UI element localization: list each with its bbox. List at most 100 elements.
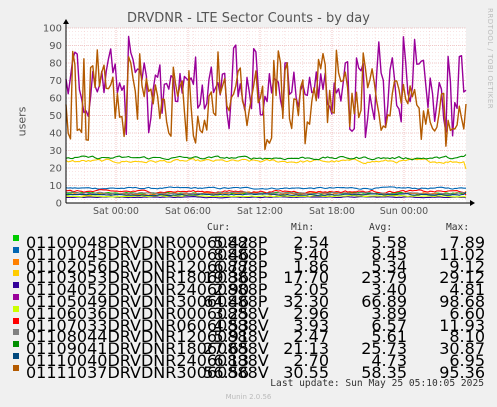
x-tick-label: Sat 18:00 — [309, 206, 355, 215]
x-tick-label: Sat 12:00 — [237, 206, 283, 215]
series-line — [65, 158, 467, 170]
series-line — [65, 189, 467, 196]
series-line — [65, 191, 467, 197]
legend-swatch — [13, 258, 19, 265]
legend-swatch — [13, 353, 19, 359]
legend-max-value: 8.10 — [449, 327, 485, 347]
legend-row: 01100048DRVDNR00060888P 5.42 2.54 5.58 7.89 — [0, 233, 497, 252]
legend-avg-value: 5.34 — [371, 256, 407, 276]
legend-row: 01103053DRVDNR18060888P 19.36 17.70 23.79 29… — [0, 268, 497, 287]
legend-avg-value: 23.79 — [361, 268, 407, 288]
y-tick-label: 90 — [49, 41, 62, 52]
header-avg: Avg: — [369, 222, 393, 233]
legend-avg-value: 5.61 — [371, 327, 407, 347]
legend-row: 01108044DRVDNR12060888V 5.91 2.47 5.61 8.10 — [0, 327, 497, 346]
legend-series-name: 01109041DRVDNR18060888V — [26, 339, 269, 359]
series-line — [65, 49, 467, 151]
legend-avg-value: 4.73 — [371, 351, 407, 370]
legend-min-value: 2.47 — [293, 327, 329, 347]
header-max: Max: — [446, 222, 470, 233]
legend-max-value: 4.81 — [449, 280, 485, 300]
legend-min-value: 17.70 — [283, 268, 329, 288]
x-tick-label: Sun 00:00 — [380, 206, 428, 215]
legend-min-value: 2.05 — [293, 280, 329, 300]
rrdtool-credit: RRDTOOL / TOBI OETIKER — [486, 8, 494, 110]
legend-cur-value: 19.36 — [203, 268, 249, 288]
line-chart: 0 10 20 30 40 50 60 70 80 90 100 Sat 00:00 Sat 06:00… — [43, 19, 475, 215]
legend-row: 01104052DRVDNR24060888P 2.90 2.05 3.40 4.81 — [0, 280, 497, 299]
legend-series-name: 01102056DRVDNR12060888P — [26, 256, 268, 276]
legend-max-value: 30.87 — [439, 339, 485, 359]
x-axis-arrow — [470, 200, 475, 206]
legend-swatch — [13, 305, 19, 312]
legend-swatch — [13, 364, 19, 371]
legend-swatch — [13, 282, 19, 289]
legend-min-value: 21.13 — [283, 339, 329, 359]
legend-max-value: 11.93 — [439, 315, 485, 335]
legend-series-name: 01100048DRVDNR00060888P — [26, 233, 268, 252]
legend-swatch — [13, 235, 19, 241]
legend-swatch — [13, 270, 19, 277]
legend-cur-value: 64.46 — [203, 292, 249, 311]
legend-series-name: 01108044DRVDNR12060888V — [26, 327, 269, 347]
legend-row: 01107033DRVDNR06060888V 4.53 3.93 6.57 11.93 — [0, 316, 497, 335]
legend-row: 01105049DRVDNR30060888P 64.46 32.30 66.89 98… — [0, 292, 497, 311]
legend-min-value: 3.93 — [293, 315, 329, 335]
legend-series-name: 01111037DRVDNR30060888V — [26, 362, 269, 382]
legend-avg-value: 3.89 — [371, 303, 407, 323]
legend-cur-value: 56.56 — [203, 362, 249, 382]
legend-cur-value: 6.13 — [213, 351, 249, 370]
legend-cur-value: 5.42 — [213, 233, 249, 252]
y-tick-label: 50 — [49, 111, 62, 122]
legend-series-name: 01103053DRVDNR18060888P — [26, 268, 268, 288]
legend-series-name: 01110040DRVDNR24060888V — [26, 351, 269, 370]
legend-min-value: 2.96 — [293, 303, 329, 323]
x-tick-label: Sat 06:00 — [165, 206, 211, 215]
legend-min-value: 2.54 — [293, 233, 329, 252]
legend-avg-value: 6.57 — [371, 315, 407, 335]
legend-swatch — [13, 294, 19, 300]
y-tick-label: 80 — [49, 59, 62, 70]
legend-series-name: 01106036DRVDNR00060888V — [26, 303, 269, 323]
y-tick-label: 30 — [49, 146, 62, 157]
legend-row: 01101045DRVDNR00060888P 8.46 5.40 8.45 11.02 — [0, 245, 497, 264]
legend-max-value: 29.12 — [439, 268, 485, 288]
legend-avg-value: 58.35 — [361, 362, 407, 382]
legend-max-value: 6.60 — [449, 303, 485, 323]
legend-series-name: 01105049DRVDNR30060888P — [26, 292, 268, 311]
y-tick-label: 60 — [49, 94, 62, 105]
legend-max-value: 95.36 — [439, 362, 485, 382]
legend-series-name: 01101045DRVDNR00060888P — [26, 244, 268, 264]
y-tick-label: 70 — [49, 76, 62, 87]
legend-row: 01110040DRVDNR24060888V 6.13 2.70 4.73 6.95 — [0, 351, 497, 370]
legend-swatch — [13, 246, 19, 253]
legend-cur-value: 4.53 — [213, 315, 249, 335]
legend-series-name: 01104052DRVDNR24060888P — [26, 280, 268, 300]
legend-avg-value: 25.73 — [361, 339, 407, 359]
legend-avg-value: 8.45 — [371, 244, 407, 264]
legend-min-value: 5.40 — [293, 244, 329, 264]
chart-title: DRVDNR - LTE Sector Counts - by day — [127, 11, 370, 26]
legend-min-value: 30.55 — [283, 362, 329, 382]
legend-max-value: 9.12 — [449, 256, 485, 276]
header-cur: Cur: — [207, 222, 231, 233]
y-tick-label: 40 — [49, 129, 62, 140]
legend-max-value: 98.68 — [439, 292, 485, 311]
legend-cur-value: 2.90 — [213, 280, 249, 300]
series-line — [66, 196, 467, 199]
legend-cur-value: 27.65 — [203, 339, 249, 359]
series-line — [65, 154, 467, 161]
legend-cur-value: 3.25 — [213, 303, 249, 323]
legend-cur-value: 5.91 — [213, 327, 249, 347]
legend-avg-value: 66.89 — [361, 292, 407, 311]
legend-cur-value: 8.46 — [213, 244, 249, 264]
legend-swatch — [13, 317, 19, 324]
legend-swatch — [13, 329, 19, 336]
legend-cur-value: 6.77 — [213, 256, 249, 276]
legend-avg-value: 3.40 — [371, 280, 407, 300]
legend-swatch — [13, 341, 19, 348]
series-line — [65, 35, 467, 139]
y-tick-label: 10 — [49, 181, 62, 192]
legend-min-value: 1.86 — [293, 256, 329, 276]
legend-row: 01109041DRVDNR18060888V 27.65 21.13 25.73 30… — [0, 339, 497, 358]
